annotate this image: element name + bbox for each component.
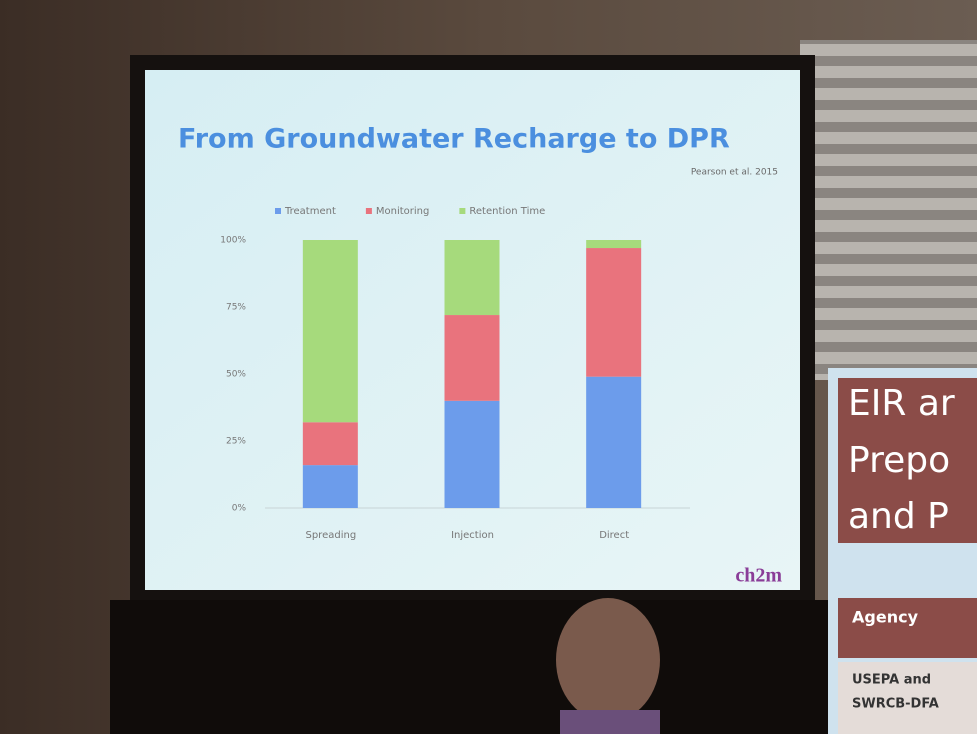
logo: ch2m <box>735 565 782 587</box>
x-tick-label: Spreading <box>305 530 356 541</box>
legend-swatch <box>459 208 465 214</box>
legend-label: Retention Time <box>469 206 545 217</box>
x-tick-label: Direct <box>599 530 629 541</box>
legend-label: Treatment <box>284 206 336 217</box>
x-tick-label: Injection <box>451 530 494 541</box>
y-tick-label: 50% <box>226 370 246 380</box>
poster-line: Prepo <box>848 440 950 481</box>
legend-swatch <box>275 208 281 214</box>
bar-segment <box>445 240 500 315</box>
bar-segment <box>303 465 358 508</box>
stage <box>110 600 830 734</box>
y-tick-label: 25% <box>226 437 246 447</box>
bar-segment <box>445 401 500 508</box>
bar-segment <box>303 240 358 422</box>
poster-line: and P <box>848 496 949 537</box>
poster-header: Agency <box>852 608 919 627</box>
poster-cell-text: SWRCB-DFA <box>852 697 939 712</box>
poster-line: EIR ar <box>848 383 955 424</box>
y-tick-label: 100% <box>220 236 246 246</box>
bar-segment <box>586 248 641 377</box>
blinds <box>800 40 977 380</box>
poster-cell-text: USEPA and <box>852 673 931 688</box>
legend-label: Monitoring <box>376 206 429 217</box>
bar-segment <box>586 377 641 508</box>
head <box>556 598 660 722</box>
bar-segment <box>586 240 641 248</box>
shoulders <box>560 710 660 734</box>
bar-segment <box>303 422 358 465</box>
y-tick-label: 0% <box>232 504 247 514</box>
photo: From Groundwater Recharge to DPR Pearson… <box>0 0 977 734</box>
legend-swatch <box>366 208 372 214</box>
source-note: Pearson et al. 2015 <box>691 168 778 178</box>
y-tick-label: 75% <box>226 303 246 313</box>
bar-segment <box>445 315 500 401</box>
page: From Groundwater Recharge to DPR Pearson… <box>0 0 977 734</box>
chart-title: From Groundwater Recharge to DPR <box>178 124 730 155</box>
